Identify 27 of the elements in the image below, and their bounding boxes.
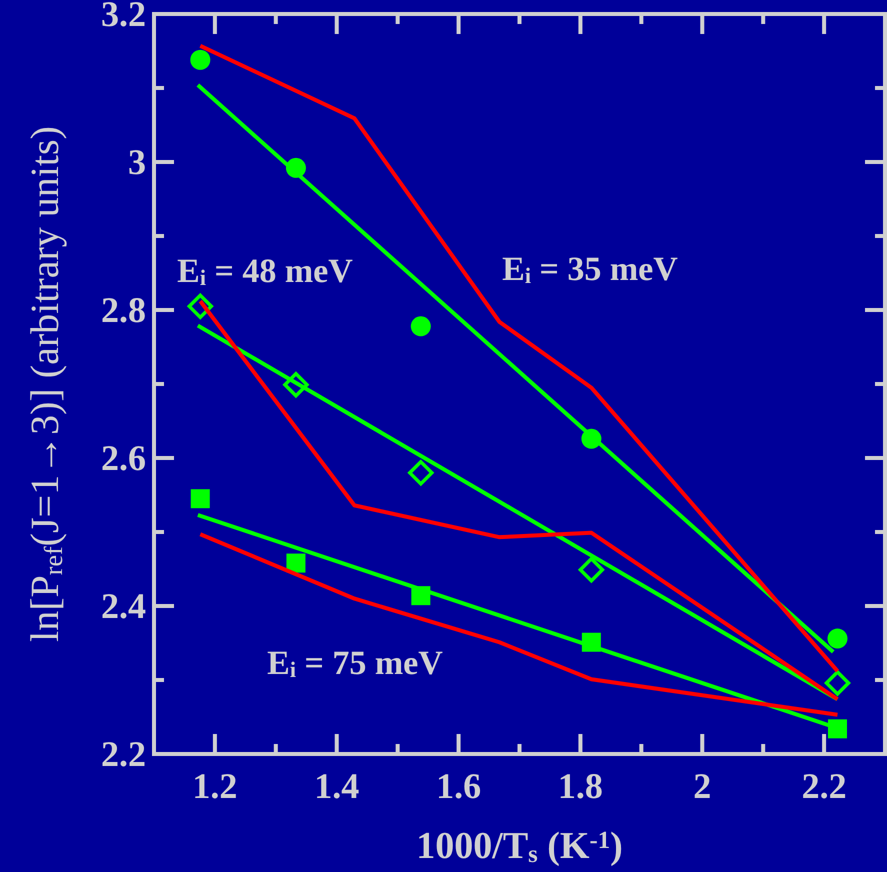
annotation: E$_{i}$ = 35 meV	[502, 251, 678, 288]
point	[286, 554, 306, 573]
annotation: E$_{i}$ = 48 meV	[177, 253, 354, 290]
x-tick-label: 2	[693, 766, 712, 806]
line-series	[198, 532, 840, 717]
y-tick-label: 2.6	[101, 438, 146, 478]
x-tick-label: 1.6	[436, 766, 482, 806]
point	[824, 670, 850, 696]
x-tick-label: 1.4	[314, 766, 360, 806]
y-tick-label: 2.8	[101, 290, 146, 330]
point	[188, 294, 214, 320]
x-tick-label: 1.8	[558, 766, 603, 806]
annotation: E$_{i}$ = 75 meV	[267, 645, 444, 682]
point	[283, 372, 309, 398]
point	[827, 628, 848, 649]
x-axis-title: 1000/T$_{s}$ (K$^{-1}$)	[416, 825, 623, 868]
x-tick-label: 1.2	[192, 766, 238, 806]
y-tick-label: 3.2	[101, 0, 146, 34]
point	[410, 316, 431, 336]
point	[408, 460, 434, 486]
point	[190, 489, 210, 508]
y-tick-label: 2.4	[101, 586, 146, 626]
y-tick-label: 2.2	[101, 734, 146, 774]
y-tick-label: 3	[128, 142, 146, 182]
point	[190, 50, 210, 70]
x-tick-label: 2.2	[802, 766, 847, 806]
point	[578, 556, 604, 582]
